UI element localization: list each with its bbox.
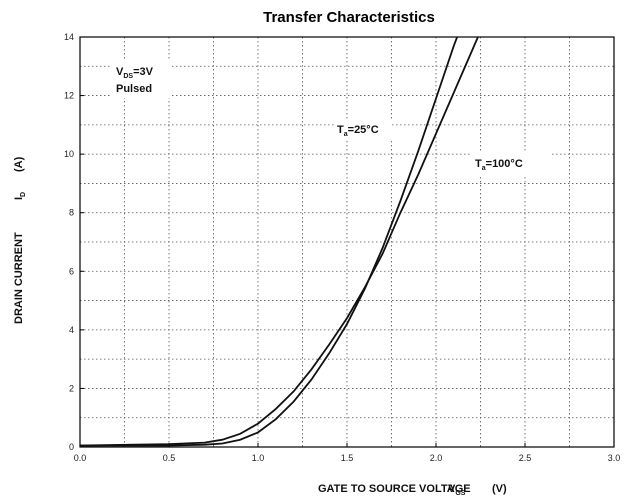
series-label-100c-value: =100°C [486,158,523,170]
series-line-1 [80,37,459,447]
series-label-100c: Ta=100°C [475,158,523,172]
x-axis-label-main: GATE TO SOURCE VOLTAGE [318,483,471,495]
y-tick-label: 12 [64,91,74,101]
y-tick-label: 8 [69,208,74,218]
series-label-25c: Ta=25°C [337,124,379,138]
chart-title: Transfer Characteristics [263,9,435,26]
grid [80,37,614,447]
series-line-2 [80,37,479,447]
y-tick-label: 4 [69,325,74,335]
x-axis-unit: (V) [492,483,507,495]
x-tick-label: 3.0 [608,453,621,463]
x-tick-label: 1.0 [252,453,265,463]
y-tick-label: 6 [69,266,74,276]
series-label-1-bg [334,119,392,139]
series-label-100c-sub: a [482,165,486,172]
y-axis-label: DRAIN CURRENT ID (A) [13,156,27,324]
series-label-25c-value: =25°C [348,124,379,136]
series-group [80,37,479,447]
y-tick-label: 2 [69,383,74,393]
x-tick-label: 2.0 [430,453,443,463]
x-tick-label: 0.5 [163,453,176,463]
x-tick-label: 2.5 [519,453,532,463]
y-tick-label: 0 [69,442,74,452]
condition-symbol-sub: DS [123,73,133,80]
series-label-100c-symbol: T [475,158,482,170]
condition-line2: Pulsed [116,83,152,95]
x-axis-label-symbol: VGS [448,483,466,497]
condition-annotation: VDS=3V [116,66,154,80]
x-tick-label: 0.0 [74,453,87,463]
y-axis-label-symbol: ID [13,192,27,200]
x-axis-symbol-sub: GS [455,490,465,497]
condition-annotation-bg [112,60,172,98]
series-label-25c-sub: a [344,131,348,138]
y-tick-label: 14 [64,32,74,42]
condition-value: =3V [133,66,154,78]
y-tick-label: 10 [64,149,74,159]
y-axis-ticks: 0 2 4 6 8 10 12 14 [64,32,84,452]
y-axis-label-main: DRAIN CURRENT [13,232,25,324]
condition-symbol: V [116,66,124,78]
y-axis-unit: (A) [13,156,25,172]
x-axis-symbol: V [448,483,456,495]
series-label-2-bg [471,153,551,175]
y-axis-symbol-sub: D [20,192,27,197]
series-label-25c-symbol: T [337,124,344,136]
x-tick-label: 1.5 [341,453,354,463]
y-axis-symbol: I [13,197,25,200]
x-axis-ticks: 0.0 0.5 1.0 1.5 2.0 2.5 3.0 [74,443,621,463]
